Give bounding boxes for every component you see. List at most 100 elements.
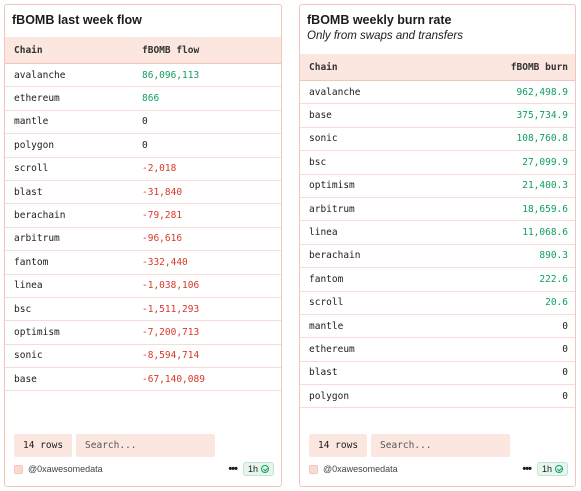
cell-value: -96,616 (142, 233, 183, 245)
table-row[interactable]: mantle 0 (300, 315, 575, 339)
avatar (14, 464, 23, 474)
cell-chain: arbitrum (309, 203, 355, 215)
column-header-burn[interactable]: fBOMB burn (510, 61, 568, 73)
table-row[interactable]: arbitrum 18,659.6 (300, 198, 575, 222)
cell-chain: ethereum (14, 93, 60, 105)
cell-chain: blast (14, 186, 43, 198)
cell-value: -67,140,089 (142, 373, 205, 385)
cell-value: 890.3 (539, 250, 568, 262)
more-options-icon[interactable]: ••• (228, 463, 238, 475)
cell-value: 0 (562, 390, 568, 402)
cell-chain: sonic (14, 350, 43, 362)
row-count: 14 rows (14, 434, 73, 457)
table-row[interactable]: sonic -8,594,714 (5, 345, 281, 369)
cell-value: 375,734.9 (516, 110, 568, 122)
table-row[interactable]: linea 11,068.6 (300, 221, 575, 245)
card-title: fBOMB last week flow (12, 13, 142, 27)
table-footer: 14 rows (309, 434, 511, 457)
author-attribution[interactable]: @0xawesomedata (14, 464, 103, 474)
cell-chain: sonic (309, 133, 338, 145)
flow-table: Chain fBOMB flow avalanche 86,096,113 ethe… (5, 37, 281, 392)
table-row[interactable]: blast 0 (300, 362, 575, 386)
cell-chain: fantom (309, 273, 344, 285)
cell-value: 108,760.8 (516, 133, 568, 145)
table-row[interactable]: optimism -7,200,713 (5, 321, 281, 345)
table-row[interactable]: polygon 0 (5, 134, 281, 158)
author-name[interactable]: @0xawesomedata (323, 464, 398, 474)
author-attribution[interactable]: @0xawesomedata (309, 464, 398, 474)
cell-chain: berachain (309, 250, 361, 262)
refresh-interval: 1h (247, 464, 258, 474)
cell-value: 222.6 (539, 273, 568, 285)
table-row[interactable]: ethereum 866 (5, 87, 281, 111)
table-row[interactable]: arbitrum -96,616 (5, 228, 281, 252)
table-row[interactable]: berachain -79,281 (5, 204, 281, 228)
column-header-chain[interactable]: Chain (309, 61, 338, 73)
table-row[interactable]: scroll -2,018 (5, 158, 281, 181)
table-row[interactable]: base -67,140,089 (5, 368, 281, 392)
column-header-flow[interactable]: fBOMB flow (142, 44, 200, 56)
table-row[interactable]: blast -31,840 (5, 181, 281, 205)
table-row[interactable]: bsc -1,511,293 (5, 298, 281, 322)
table-row[interactable]: berachain 890.3 (300, 245, 575, 269)
table-row[interactable]: linea -1,038,106 (5, 275, 281, 298)
cell-chain: base (309, 110, 332, 122)
cell-value: 11,068.6 (522, 227, 568, 239)
cell-chain: ethereum (309, 343, 355, 355)
table-row[interactable]: scroll 20.6 (300, 292, 575, 315)
cell-value: 86,096,113 (142, 69, 200, 81)
table-row[interactable]: bsc 27,099.9 (300, 151, 575, 175)
flow-card: fBOMB last week flow Chain fBOMB flow av… (4, 4, 282, 487)
avatar (309, 464, 318, 474)
refresh-badge[interactable]: 1h (242, 462, 274, 476)
row-count: 14 rows (309, 434, 368, 457)
cell-value: -31,840 (142, 186, 183, 198)
cell-chain: polygon (309, 390, 350, 402)
cell-value: 0 (142, 139, 148, 151)
more-options-icon[interactable]: ••• (522, 463, 532, 475)
cell-chain: linea (309, 227, 338, 239)
table-row[interactable]: mantle 0 (5, 111, 281, 135)
card-meta: ••• 1h (228, 462, 274, 476)
table-row[interactable]: avalanche 962,498.9 (300, 81, 575, 105)
search-input[interactable] (76, 434, 216, 457)
cell-chain: linea (14, 280, 43, 292)
card-title: fBOMB weekly burn rate (307, 13, 452, 27)
cell-chain: avalanche (14, 69, 66, 81)
table-row[interactable]: optimism 21,400.3 (300, 175, 575, 198)
cell-chain: mantle (309, 320, 344, 332)
cell-chain: bsc (309, 156, 327, 168)
cell-chain: berachain (14, 210, 66, 222)
table-body: avalanche 86,096,113 ethereum 866 mantle 0 pol… (5, 64, 281, 392)
table-row[interactable]: base 375,734.9 (300, 104, 575, 128)
cell-value: -7,200,713 (142, 326, 200, 338)
cell-value: 866 (142, 93, 160, 105)
cell-chain: mantle (14, 116, 49, 128)
table-row[interactable]: ethereum 0 (300, 338, 575, 362)
table-row[interactable]: fantom 222.6 (300, 268, 575, 292)
table-row[interactable]: fantom -332,440 (5, 251, 281, 275)
table-footer: 14 rows (14, 434, 216, 457)
cell-value: 27,099.9 (522, 156, 568, 168)
cell-chain: scroll (309, 297, 344, 309)
cell-value: 0 (562, 320, 568, 332)
cell-value: -2,018 (142, 163, 177, 175)
cell-value: 0 (142, 116, 148, 128)
cell-chain: optimism (309, 180, 355, 192)
cell-chain: optimism (14, 326, 60, 338)
refresh-badge[interactable]: 1h (536, 462, 568, 476)
cell-value: -79,281 (142, 210, 183, 222)
burn-rate-card: fBOMB weekly burn rate Only from swaps a… (299, 4, 576, 487)
table-row[interactable]: polygon 0 (300, 385, 575, 409)
cell-value: -332,440 (142, 256, 188, 268)
cell-value: -1,038,106 (142, 280, 200, 292)
author-name[interactable]: @0xawesomedata (28, 464, 103, 474)
cell-chain: bsc (14, 303, 32, 315)
cell-value: 0 (562, 343, 568, 355)
table-row[interactable]: avalanche 86,096,113 (5, 64, 281, 88)
search-input[interactable] (371, 434, 511, 457)
cell-value: 0 (562, 367, 568, 379)
cell-chain: avalanche (309, 86, 361, 98)
table-row[interactable]: sonic 108,760.8 (300, 128, 575, 152)
column-header-chain[interactable]: Chain (14, 44, 43, 56)
